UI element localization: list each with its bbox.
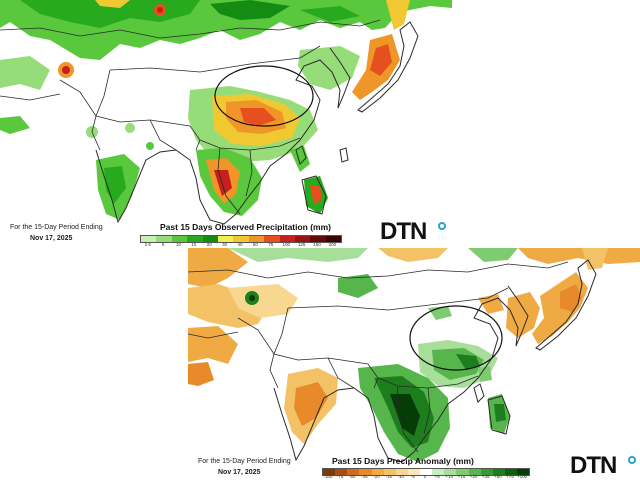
legend-swatch: [468, 469, 481, 475]
legend-tick-label: +100: [516, 474, 528, 479]
legend-tick-label: 5: [161, 242, 165, 247]
legend-tick-label: 200: [328, 242, 337, 247]
legend-swatch: [279, 236, 295, 242]
legend-swatch: [492, 469, 505, 475]
north-china-plain-highlight-ellipse: [214, 65, 314, 127]
legend-tick-label: -100: [323, 474, 333, 479]
legend-swatch: [233, 236, 249, 242]
legend-tick-label: 20: [206, 242, 212, 247]
legend-tick-label: +5: [434, 474, 440, 479]
legend-tick-label: 100: [282, 242, 290, 247]
legend-tick-label: 40: [237, 242, 243, 247]
legend-swatch: [187, 236, 203, 242]
bottom-legend-ticks: -100 -75 -50 -35 -20 -15 -10 -5 0 +5 +10 +15 +20 +35 +…: [322, 474, 528, 479]
legend-swatch: [420, 469, 433, 475]
legend-swatch: [156, 236, 172, 242]
top-dtn-logo: DTN: [380, 218, 427, 245]
coastlines: [95, 21, 419, 225]
bottom-period-date: Nov 17, 2025: [218, 469, 261, 476]
legend-tick-label: 50: [252, 242, 258, 247]
legend-swatch: [444, 469, 457, 475]
legend-swatch: [294, 236, 311, 242]
bottom-dtn-logo-mark: [628, 456, 636, 464]
legend-swatch: [504, 469, 517, 475]
legend-swatch: [517, 469, 530, 475]
legend-tick-label: -35: [361, 474, 368, 479]
legend-tick-label: 2.5: [144, 242, 151, 247]
legend-tick-label: +20: [469, 474, 478, 479]
anomaly-country-borders: [188, 261, 569, 453]
legend-tick-label: -75: [336, 474, 344, 479]
precip-anomaly-map: [188, 248, 640, 463]
anomaly-highlight-ellipse: [409, 305, 503, 371]
top-period-date: Nov 17, 2025: [30, 235, 73, 242]
precip-fill-layer: [0, 0, 452, 220]
observed-precip-map: [0, 0, 452, 225]
legend-tick-label: 15: [191, 242, 197, 247]
legend-swatch: [359, 469, 372, 475]
legend-swatch: [171, 236, 188, 242]
legend-swatch: [325, 236, 342, 242]
legend-swatch: [323, 469, 336, 475]
legend-tick-label: -50: [349, 474, 356, 479]
legend-tick-label: +15: [457, 474, 466, 479]
country-borders: [0, 19, 381, 215]
top-dtn-logo-mark: [438, 222, 446, 230]
legend-swatch: [456, 469, 469, 475]
legend-tick-label: +10: [445, 474, 454, 479]
legend-swatch: [264, 236, 280, 242]
legend-swatch: [432, 469, 445, 475]
legend-tick-label: -15: [385, 474, 392, 479]
anomaly-coastlines: [273, 259, 597, 463]
legend-tick-label: -20: [373, 474, 380, 479]
legend-tick-label: +50: [493, 474, 502, 479]
top-period-label: For the 15-Day Period Ending: [10, 224, 103, 231]
top-legend-ticks: 2.5 5 10 15 20 30 40 50 75 100 125 150 200: [140, 242, 340, 247]
legend-swatch: [248, 236, 265, 242]
legend-swatch: [310, 236, 326, 242]
top-legend-colorbar: [140, 235, 342, 243]
bottom-legend-colorbar: [322, 468, 530, 476]
legend-swatch: [480, 469, 493, 475]
bottom-legend-title: Past 15 Days Precip Anomaly (mm): [332, 456, 474, 466]
legend-tick-label: +35: [481, 474, 490, 479]
legend-tick-label: -5: [410, 474, 415, 479]
top-legend-title: Past 15 Days Observed Precipitation (mm): [160, 222, 332, 232]
legend-swatch: [335, 469, 348, 475]
legend-swatch: [371, 469, 384, 475]
legend-swatch: [347, 469, 360, 475]
legend-swatch: [141, 236, 157, 242]
legend-swatch: [407, 469, 420, 475]
legend-swatch: [202, 236, 218, 242]
legend-tick-label: 75: [268, 242, 274, 247]
legend-tick-label: 125: [297, 242, 306, 247]
legend-tick-label: 30: [222, 242, 228, 247]
precip-anomaly-panel: For the 15-Day Period Ending Nov 17, 202…: [188, 248, 640, 480]
bottom-period-label: For the 15-Day Period Ending: [198, 458, 291, 465]
legend-tick-label: 0: [423, 474, 427, 479]
observed-precip-panel: For the 15-Day Period Ending Nov 17, 202…: [0, 0, 452, 250]
legend-swatch: [217, 236, 234, 242]
legend-tick-label: +75: [506, 474, 514, 479]
legend-tick-label: -10: [397, 474, 405, 479]
legend-tick-label: 10: [175, 242, 181, 247]
anomaly-fill-layer: [188, 248, 640, 462]
bottom-dtn-logo: DTN: [570, 452, 617, 479]
legend-tick-label: 150: [313, 242, 321, 247]
legend-swatch: [395, 469, 408, 475]
legend-swatch: [383, 469, 396, 475]
